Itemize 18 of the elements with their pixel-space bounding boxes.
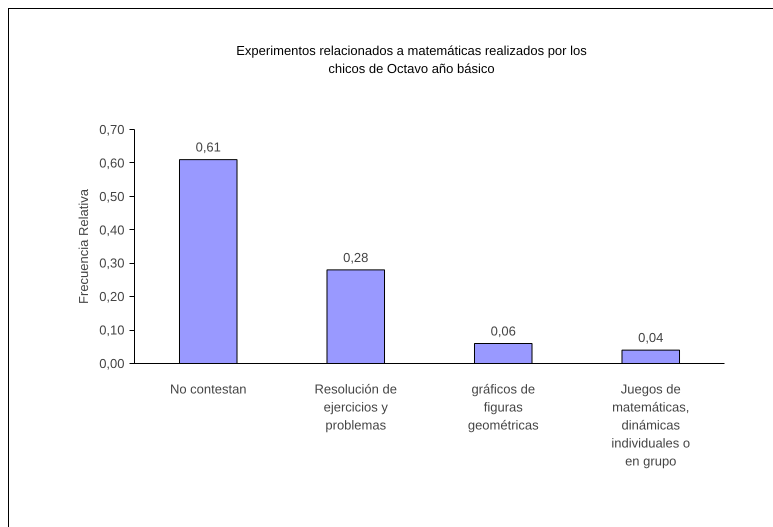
chart-title: Experimentos relacionados a matemáticas realizados por los chicos de Octavo año básico	[236, 42, 587, 78]
y-tick-label: 0,30	[99, 256, 125, 271]
y-tick-label: 0,40	[99, 222, 125, 238]
y-tick-label: 0,50	[99, 188, 125, 204]
y-axis-title: Frecuencia Relativa	[76, 188, 92, 304]
data-label: 0,61	[196, 140, 221, 155]
y-tick-label: 0,60	[99, 155, 125, 170]
x-tick-label: Resolución de ejercicios y problemas	[314, 382, 397, 432]
data-label: 0,28	[343, 250, 368, 265]
x-tick-label: gráficos de figuras geométricas	[468, 382, 540, 432]
y-tick-label: 0,70	[99, 122, 125, 137]
y-tick-label: 0,00	[99, 356, 125, 371]
y-tick-label: 0,20	[99, 289, 125, 304]
y-tick-label: 0,10	[99, 322, 125, 338]
x-tick-label: No contestan	[170, 382, 247, 396]
data-label: 0,06	[490, 323, 516, 338]
x-tick-label: Juegos de matemáticas, dinámicas individuales o en grupo	[611, 382, 690, 468]
data-label: 0,04	[638, 330, 664, 346]
